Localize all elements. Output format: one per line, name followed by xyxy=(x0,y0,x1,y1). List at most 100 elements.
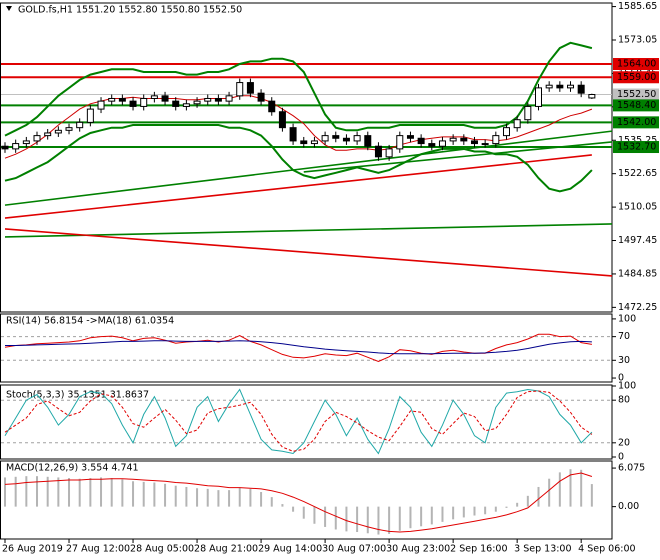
histogram-bar xyxy=(430,506,433,525)
candle-body xyxy=(300,140,308,145)
y-tick-label: 1585.65 xyxy=(618,1,657,12)
candle-body xyxy=(524,105,532,121)
histogram-bar xyxy=(185,486,188,507)
histogram-bar xyxy=(324,506,327,527)
candle-body xyxy=(278,111,286,129)
overlay-line xyxy=(4,41,593,137)
histogram-bar xyxy=(238,487,241,507)
candle-body xyxy=(353,135,361,142)
candle-body xyxy=(342,137,350,142)
candle-body xyxy=(332,135,340,139)
trendline xyxy=(4,223,613,238)
histogram-bar xyxy=(4,477,6,507)
y-tick-label: 0 xyxy=(618,373,624,384)
panel-frame xyxy=(0,384,613,460)
candle-body xyxy=(513,119,521,129)
histogram-bar xyxy=(356,506,359,533)
histogram-bar xyxy=(153,482,156,507)
y-tick-label: 1472.25 xyxy=(618,302,657,313)
candle-body xyxy=(481,143,489,146)
candle-body xyxy=(428,143,436,147)
overlay-line xyxy=(4,124,593,193)
histogram-bar xyxy=(569,469,572,507)
histogram-bar xyxy=(334,506,337,530)
histogram-bar xyxy=(366,506,369,534)
candle-body xyxy=(535,87,542,107)
candle-body xyxy=(470,140,478,145)
candle-body xyxy=(588,94,596,99)
candle-body xyxy=(385,148,393,158)
y-tick-label: 1522.65 xyxy=(618,168,657,179)
level-label-box xyxy=(613,71,659,84)
candle-body xyxy=(374,145,382,158)
candle-body xyxy=(161,95,169,102)
x-tick-label: 26 Aug 2019 xyxy=(2,544,63,555)
x-tick-label: 30 Aug 23:00 xyxy=(386,544,450,555)
candle-body xyxy=(97,100,105,110)
histogram-bar xyxy=(78,478,81,507)
y-tick-label: 70 xyxy=(618,331,630,342)
candle-body xyxy=(214,97,222,102)
histogram-bar xyxy=(516,502,519,507)
histogram-bar xyxy=(388,506,391,534)
histogram-bar xyxy=(46,476,49,507)
histogram-bar xyxy=(228,490,231,507)
stoch-title: Stoch(5,3,3) 35.1351 31.8637 xyxy=(6,390,149,401)
candle-body xyxy=(502,127,510,137)
candle-body xyxy=(246,82,254,94)
x-tick-label: 28 Aug 21:00 xyxy=(194,544,258,555)
histogram-bar xyxy=(494,506,497,512)
y-tick-label: 1510.05 xyxy=(618,202,657,213)
histogram-bar xyxy=(313,506,316,524)
candle-body xyxy=(268,100,276,113)
y-tick-label: 100 xyxy=(618,380,636,391)
histogram-bar xyxy=(174,485,177,507)
series-line xyxy=(4,390,593,452)
histogram-bar xyxy=(580,469,583,507)
candle-body xyxy=(438,140,446,147)
macd-title: MACD(12,26,9) 3.554 4.741 xyxy=(6,463,139,474)
histogram-bar xyxy=(14,476,17,507)
candle-body xyxy=(44,132,52,137)
candle-body xyxy=(449,137,457,142)
signal-line xyxy=(4,472,593,533)
histogram-bar xyxy=(164,483,167,507)
histogram-bar xyxy=(100,477,103,507)
chart-title: GOLD.fs,H1 1551.20 1552.80 1550.80 1552.… xyxy=(18,5,242,16)
candle-body xyxy=(321,135,329,142)
histogram-bar xyxy=(452,506,455,520)
histogram-bar xyxy=(537,486,540,507)
series-line xyxy=(4,388,593,455)
level-label-box xyxy=(613,99,659,112)
panel-frame xyxy=(0,313,613,383)
series-line xyxy=(5,340,592,355)
histogram-bar xyxy=(526,495,529,507)
y-tick-label: 1535.25 xyxy=(618,135,657,146)
level-label: 1559.00 xyxy=(617,72,656,83)
histogram-bar xyxy=(473,506,476,516)
y-tick-label: 0.00 xyxy=(618,501,639,512)
level-label: 1548.40 xyxy=(617,100,656,111)
candle-body xyxy=(33,135,41,142)
candle-body xyxy=(236,82,244,97)
y-tick-label: 6.075 xyxy=(618,463,645,474)
y-tick-label: 100 xyxy=(618,313,636,324)
histogram-bar xyxy=(590,484,593,507)
panel-frame xyxy=(0,2,613,313)
rsi-title: RSI(14) 56.8154 ->MA(18) 61.0354 xyxy=(6,316,174,327)
histogram-bar xyxy=(281,504,284,507)
histogram-bar xyxy=(196,488,199,507)
candle-body xyxy=(172,100,180,107)
histogram-bar xyxy=(132,481,135,507)
candle-body xyxy=(257,92,265,102)
title-icon xyxy=(6,6,12,11)
candle-body xyxy=(54,129,62,134)
y-tick-label: 20 xyxy=(618,437,630,448)
candle-body xyxy=(567,84,575,89)
histogram-bar xyxy=(68,478,71,507)
level-label-box xyxy=(613,141,659,154)
histogram-bar xyxy=(441,506,444,522)
histogram-bar xyxy=(57,477,60,507)
